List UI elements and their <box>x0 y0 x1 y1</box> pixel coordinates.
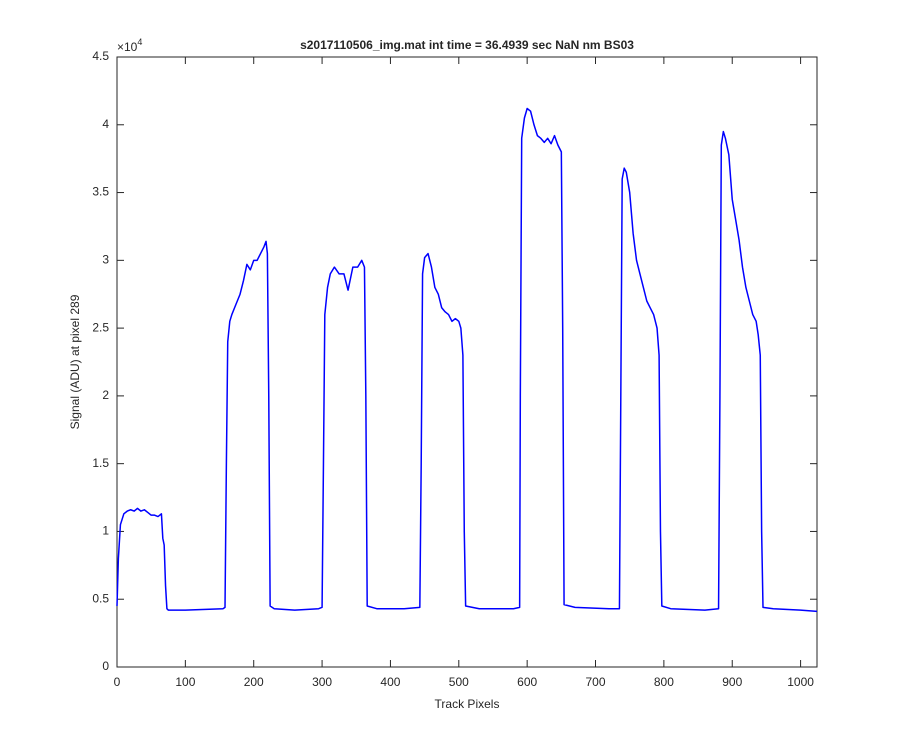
y-axis-label: Signal (ADU) at pixel 289 <box>68 294 82 429</box>
y-tick-label: 4 <box>102 117 109 131</box>
y-tick-label: 4.5 <box>92 49 109 63</box>
y-tick-label: 1 <box>102 524 109 538</box>
chart-title: s2017110506_img.mat int time = 36.4939 s… <box>300 38 634 52</box>
x-tick-label: 900 <box>722 675 742 689</box>
x-tick-label: 100 <box>175 675 195 689</box>
y-multiplier: ×104 <box>117 37 142 54</box>
y-tick-label: 1.5 <box>92 456 109 470</box>
x-axis-label: Track Pixels <box>435 697 500 711</box>
plot-box <box>116 56 818 668</box>
x-tick-label: 0 <box>114 675 121 689</box>
y-tick-label: 2.5 <box>92 320 109 334</box>
x-tick-label: 800 <box>654 675 674 689</box>
data-line <box>116 107 818 613</box>
multiplier-base: ×10 <box>117 40 138 54</box>
x-tick-label: 500 <box>449 675 469 689</box>
x-tick-label: 1000 <box>787 675 814 689</box>
y-tick-label: 2 <box>102 388 109 402</box>
y-tick-label: 3 <box>102 253 109 267</box>
x-tick-label: 400 <box>380 675 400 689</box>
y-tick-label: 3.5 <box>92 185 109 199</box>
y-tick-label: 0 <box>102 659 109 673</box>
x-tick-label: 700 <box>586 675 606 689</box>
x-tick-label: 200 <box>244 675 264 689</box>
multiplier-exponent: 4 <box>137 37 142 47</box>
x-tick-label: 300 <box>312 675 332 689</box>
x-tick-label: 600 <box>517 675 537 689</box>
y-tick-label: 0.5 <box>92 591 109 605</box>
